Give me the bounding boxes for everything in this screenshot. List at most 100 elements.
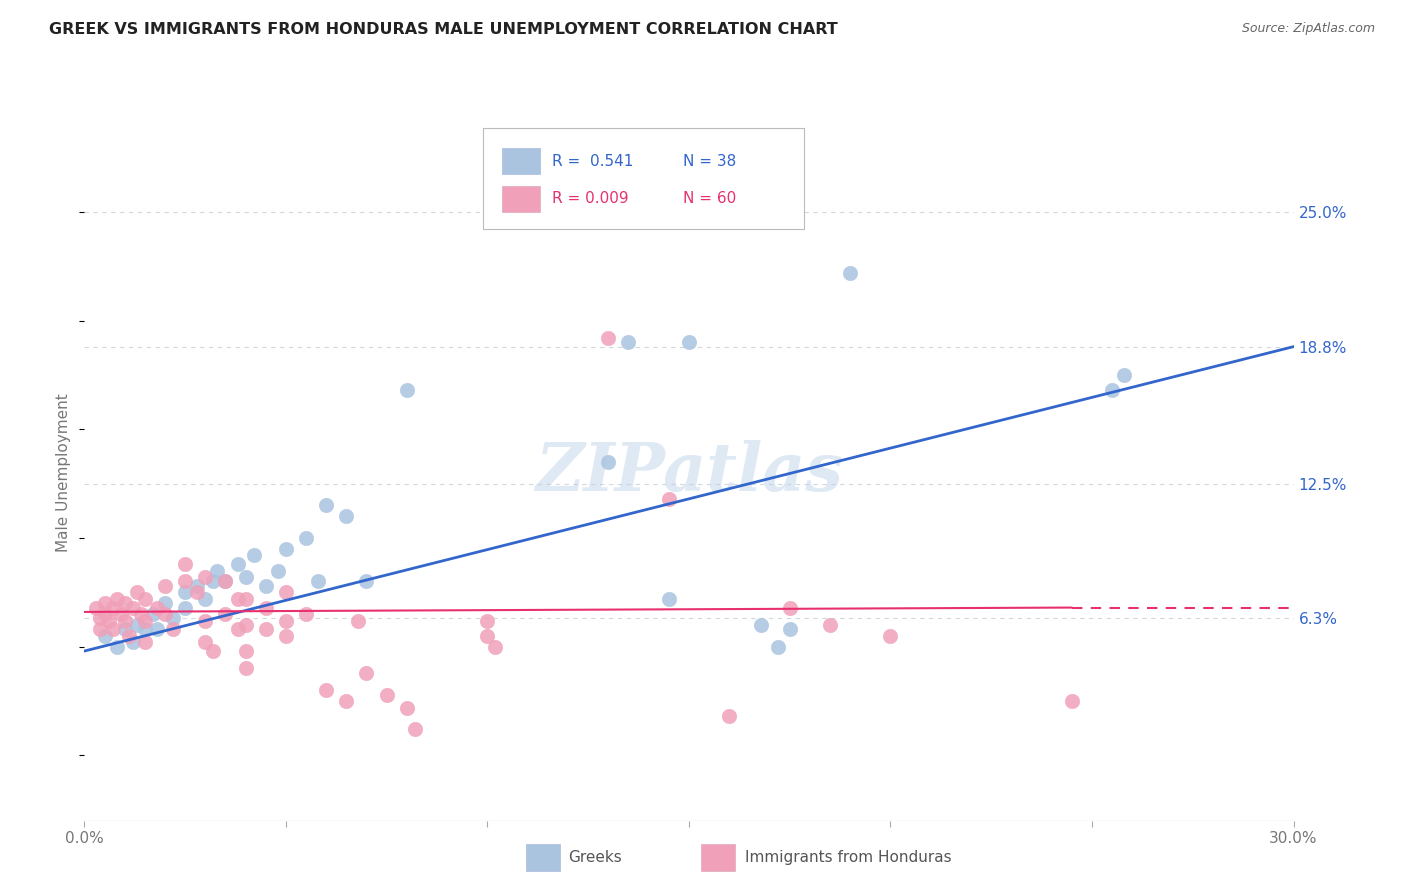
Point	[194, 570, 217, 584]
Point	[274, 614, 297, 628]
Text: Immigrants from Honduras: Immigrants from Honduras	[745, 850, 952, 865]
Point	[818, 618, 841, 632]
Point	[274, 541, 297, 556]
Point	[375, 688, 398, 702]
Point	[134, 614, 156, 628]
Point	[110, 607, 132, 621]
Point	[395, 383, 418, 397]
Point	[235, 661, 257, 675]
Point	[477, 614, 499, 628]
Point	[153, 579, 176, 593]
Point	[356, 665, 378, 680]
Text: ZIPatlas: ZIPatlas	[536, 441, 842, 505]
Point	[114, 614, 136, 628]
Point	[146, 622, 169, 636]
Point	[162, 611, 184, 625]
Point	[202, 574, 225, 589]
Point	[347, 614, 370, 628]
Point	[766, 640, 789, 654]
Point	[186, 579, 208, 593]
Point	[235, 591, 257, 606]
Point	[146, 600, 169, 615]
Point	[93, 607, 115, 621]
Point	[274, 585, 297, 599]
Point	[1114, 368, 1136, 382]
Point	[134, 635, 156, 649]
Point	[356, 574, 378, 589]
Point	[194, 635, 217, 649]
Point	[207, 564, 229, 578]
Point	[315, 499, 337, 513]
Point	[174, 585, 197, 599]
FancyBboxPatch shape	[502, 148, 540, 175]
Point	[477, 629, 499, 643]
Point	[214, 574, 236, 589]
Point	[718, 709, 741, 723]
Point	[598, 331, 620, 345]
FancyBboxPatch shape	[702, 845, 735, 871]
Point	[125, 618, 148, 632]
Y-axis label: Male Unemployment: Male Unemployment	[56, 393, 72, 552]
Point	[254, 622, 277, 636]
Point	[617, 335, 640, 350]
Point	[254, 579, 277, 593]
Point	[174, 557, 197, 571]
Point	[226, 557, 249, 571]
Point	[226, 591, 249, 606]
Point	[267, 564, 290, 578]
Point	[1060, 694, 1083, 708]
Point	[658, 591, 681, 606]
Point	[101, 622, 124, 636]
Point	[395, 700, 418, 714]
Point	[114, 622, 136, 636]
Point	[751, 618, 773, 632]
Point	[242, 549, 264, 563]
Point	[89, 611, 111, 625]
Point	[121, 600, 143, 615]
Point	[1101, 383, 1123, 397]
Point	[658, 491, 681, 506]
Point	[129, 607, 152, 621]
Point	[214, 574, 236, 589]
Point	[97, 614, 120, 628]
Point	[235, 618, 257, 632]
Point	[404, 723, 426, 737]
Point	[335, 509, 357, 524]
Point	[142, 607, 165, 621]
Point	[295, 531, 318, 545]
Point	[93, 629, 115, 643]
Point	[105, 640, 128, 654]
Point	[307, 574, 329, 589]
Text: R =  0.541: R = 0.541	[553, 153, 634, 169]
Point	[779, 622, 801, 636]
Point	[186, 585, 208, 599]
Point	[121, 635, 143, 649]
Point	[174, 600, 197, 615]
Point	[162, 622, 184, 636]
Point	[105, 591, 128, 606]
Point	[214, 607, 236, 621]
FancyBboxPatch shape	[484, 128, 804, 229]
Point	[226, 622, 249, 636]
Point	[89, 622, 111, 636]
Text: Greeks: Greeks	[568, 850, 621, 865]
Point	[114, 596, 136, 610]
Point	[86, 600, 108, 615]
Point	[202, 644, 225, 658]
Point	[598, 455, 620, 469]
FancyBboxPatch shape	[526, 845, 560, 871]
Text: R = 0.009: R = 0.009	[553, 191, 628, 206]
Point	[125, 585, 148, 599]
Point	[254, 600, 277, 615]
Point	[93, 596, 115, 610]
Point	[134, 622, 156, 636]
Point	[879, 629, 901, 643]
Point	[295, 607, 318, 621]
Point	[153, 596, 176, 610]
Point	[118, 629, 141, 643]
Point	[335, 694, 357, 708]
Point	[484, 640, 506, 654]
Text: GREEK VS IMMIGRANTS FROM HONDURAS MALE UNEMPLOYMENT CORRELATION CHART: GREEK VS IMMIGRANTS FROM HONDURAS MALE U…	[49, 22, 838, 37]
Point	[174, 574, 197, 589]
FancyBboxPatch shape	[502, 186, 540, 212]
